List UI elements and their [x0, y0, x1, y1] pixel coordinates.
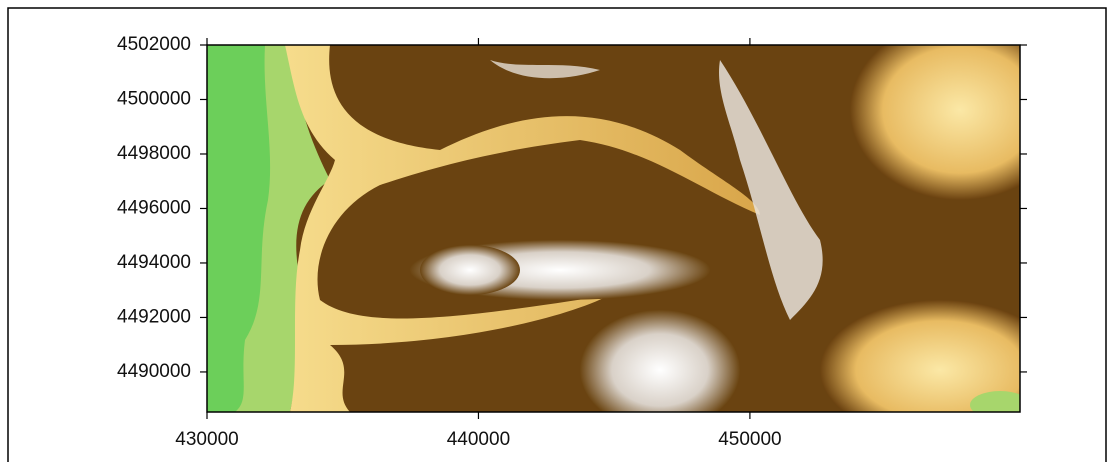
y-tick-label: 4492000 — [117, 306, 191, 327]
plot-border — [206, 44, 1021, 413]
x-tick-label: 450000 — [718, 429, 781, 450]
frame — [7, 7, 1107, 462]
y-tick-label: 4502000 — [117, 34, 191, 55]
y-tick-label: 4498000 — [117, 143, 191, 164]
x-tick-label: 430000 — [175, 429, 238, 450]
y-tick-label: 4494000 — [117, 252, 191, 273]
y-tick-label: 4496000 — [117, 197, 191, 218]
terrain — [207, 45, 1020, 412]
y-tick-label: 4500000 — [117, 89, 191, 110]
y-tick-label: 4490000 — [117, 361, 191, 382]
x-tick-label: 440000 — [447, 429, 510, 450]
